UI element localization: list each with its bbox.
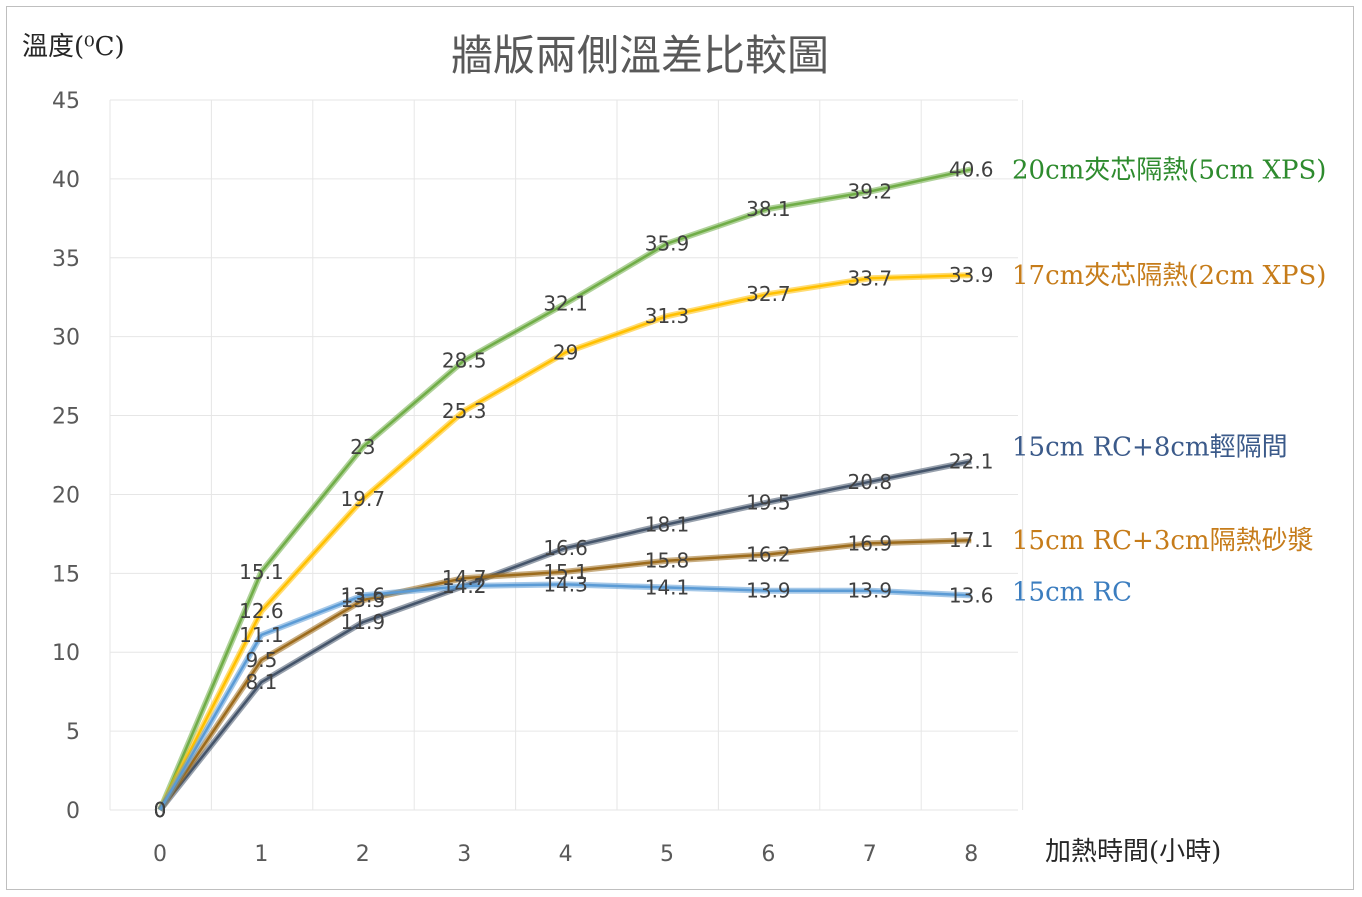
data-label-s4-p1: 11.1	[239, 623, 284, 647]
data-label-s2-p7: 20.8	[848, 470, 893, 494]
y-axis-title: 溫度(⁰C)	[22, 32, 125, 62]
data-label-s3-p1: 9.5	[245, 648, 277, 672]
data-label-s2-p8: 22.1	[949, 449, 994, 473]
data-label-s2-p0: 0	[154, 798, 167, 822]
y-tick-label-8: 40	[52, 168, 80, 193]
x-tick-label-2: 2	[356, 842, 370, 867]
y-tick-label-7: 35	[52, 247, 80, 272]
data-label-s0-p0: 0	[154, 798, 167, 822]
series-name-1: 17cm夾芯隔熱(2cm XPS)	[1012, 261, 1326, 291]
x-tick-label-7: 7	[863, 842, 877, 867]
series-names: 20cm夾芯隔熱(5cm XPS) 17cm夾芯隔熱(2cm XPS) 15cm R…	[1012, 155, 1326, 607]
data-label-s2-p4: 16.6	[543, 536, 588, 560]
data-label-s4-p4: 14.3	[543, 572, 588, 596]
series-lines	[157, 166, 972, 812]
series-line-0	[158, 168, 972, 811]
series-name-0: 20cm夾芯隔熱(5cm XPS)	[1012, 155, 1326, 185]
x-tick-label-3: 3	[457, 842, 471, 867]
gridlines	[109, 99, 1024, 811]
data-label-s3-p8: 17.1	[949, 528, 994, 552]
data-label-s3-p0: 0	[154, 798, 167, 822]
data-label-s2-p5: 18.1	[645, 512, 690, 536]
y-tick-label-4: 20	[52, 483, 80, 508]
data-label-s1-p3: 25.3	[442, 399, 487, 423]
data-label-s4-p3: 14.2	[442, 574, 487, 598]
y-tick-label-0: 0	[66, 799, 80, 824]
data-label-s3-p4: 15.1	[543, 560, 588, 584]
data-label-s0-p7: 39.2	[848, 180, 893, 204]
x-tick-labels: 0 1 2 3 4 5 6 7 8	[153, 842, 978, 867]
data-label-s0-p2: 23	[350, 435, 375, 459]
data-label-s3-p5: 15.8	[645, 549, 690, 573]
data-labels: 015.12328.532.135.938.139.240.6012.619.7…	[154, 157, 994, 822]
series-name-4: 15cm RC	[1012, 577, 1132, 607]
series-line-3	[158, 538, 972, 811]
y-tick-label-2: 10	[52, 641, 80, 666]
data-label-s0-p6: 38.1	[746, 197, 791, 221]
series-name-2: 15cm RC+8cm輕隔間	[1012, 432, 1288, 462]
data-label-s3-p7: 16.9	[848, 531, 893, 555]
y-tick-label-5: 25	[52, 405, 80, 430]
data-label-s1-p5: 31.3	[645, 304, 690, 328]
data-label-s3-p6: 16.2	[746, 542, 791, 566]
y-tick-label-1: 5	[66, 720, 80, 745]
data-label-s2-p1: 8.1	[245, 670, 277, 694]
chart-frame	[6, 6, 1354, 890]
data-label-s0-p4: 32.1	[543, 292, 588, 316]
data-label-s4-p7: 13.9	[848, 579, 893, 603]
data-label-s1-p4: 29	[553, 340, 578, 364]
series-name-3: 15cm RC+3cm隔熱砂漿	[1012, 526, 1314, 556]
data-label-s2-p2: 11.9	[341, 610, 386, 634]
data-label-s2-p3: 14.2	[442, 574, 487, 598]
data-label-s1-p6: 32.7	[746, 282, 791, 306]
data-label-s0-p3: 28.5	[442, 348, 487, 372]
data-label-s1-p2: 19.7	[341, 487, 386, 511]
y-tick-label-6: 30	[52, 326, 80, 351]
data-label-s1-p7: 33.7	[848, 266, 893, 290]
data-label-s4-p2: 13.6	[341, 583, 386, 607]
data-label-s0-p1: 15.1	[239, 560, 284, 584]
y-tick-labels: 0 5 10 15 20 25 30 35 40 45	[52, 89, 80, 824]
data-label-s4-p5: 14.1	[645, 576, 690, 600]
y-tick-label-3: 15	[52, 562, 80, 587]
data-label-s3-p3: 14.7	[442, 566, 487, 590]
data-label-s4-p0: 0	[154, 798, 167, 822]
data-label-s4-p8: 13.6	[949, 583, 994, 607]
data-label-s2-p6: 19.5	[746, 490, 791, 514]
x-tick-label-1: 1	[254, 842, 268, 867]
data-label-s1-p0: 0	[154, 798, 167, 822]
data-label-s3-p2: 13.3	[341, 588, 386, 612]
series-line-2	[159, 460, 972, 811]
x-tick-label-5: 5	[660, 842, 674, 867]
x-tick-label-4: 4	[559, 842, 573, 867]
chart-title: 牆版兩側溫差比較圖	[451, 31, 829, 80]
x-axis-title: 加熱時間(小時)	[1045, 837, 1221, 867]
x-tick-label-8: 8	[964, 842, 978, 867]
data-label-s1-p1: 12.6	[239, 599, 284, 623]
data-label-s1-p8: 33.9	[949, 263, 994, 287]
data-label-s0-p8: 40.6	[949, 157, 994, 181]
data-label-s0-p5: 35.9	[645, 232, 690, 256]
data-label-s4-p6: 13.9	[746, 579, 791, 603]
x-tick-label-6: 6	[761, 842, 775, 867]
series-line-1	[158, 273, 972, 811]
y-tick-label-9: 45	[52, 89, 80, 114]
x-tick-label-0: 0	[153, 842, 167, 867]
series-line-4	[158, 583, 972, 811]
